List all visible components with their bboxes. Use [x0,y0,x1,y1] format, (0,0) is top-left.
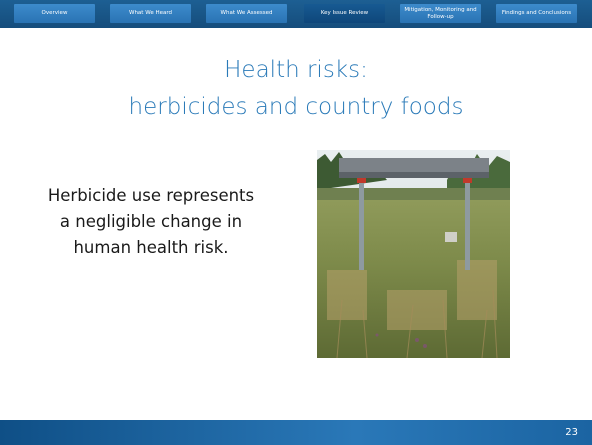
nav-tab[interactable]: What We Heard [110,4,191,23]
body-text: Herbicide use represents a negligible ch… [47,186,255,257]
footer-bar: 23 [0,420,592,445]
nav-bar: Overview What We Heard What We Assessed … [0,0,592,28]
title-line: herbicides and country foods [128,94,464,120]
nav-tab[interactable]: Overview [14,4,95,23]
page-number: 23 [565,427,578,438]
photo [317,150,510,358]
slide-title: Health risks: herbicides and country foo… [0,52,592,126]
nav-tab[interactable]: What We Assessed [206,4,287,23]
nav-tab[interactable]: Findings and Conclusions [496,4,577,23]
title-line: Health risks: [224,57,368,83]
nav-tab[interactable]: Mitigation, Monitoring and Follow-up [400,4,481,23]
nav-tab[interactable]: Key Issue Review [304,4,385,23]
